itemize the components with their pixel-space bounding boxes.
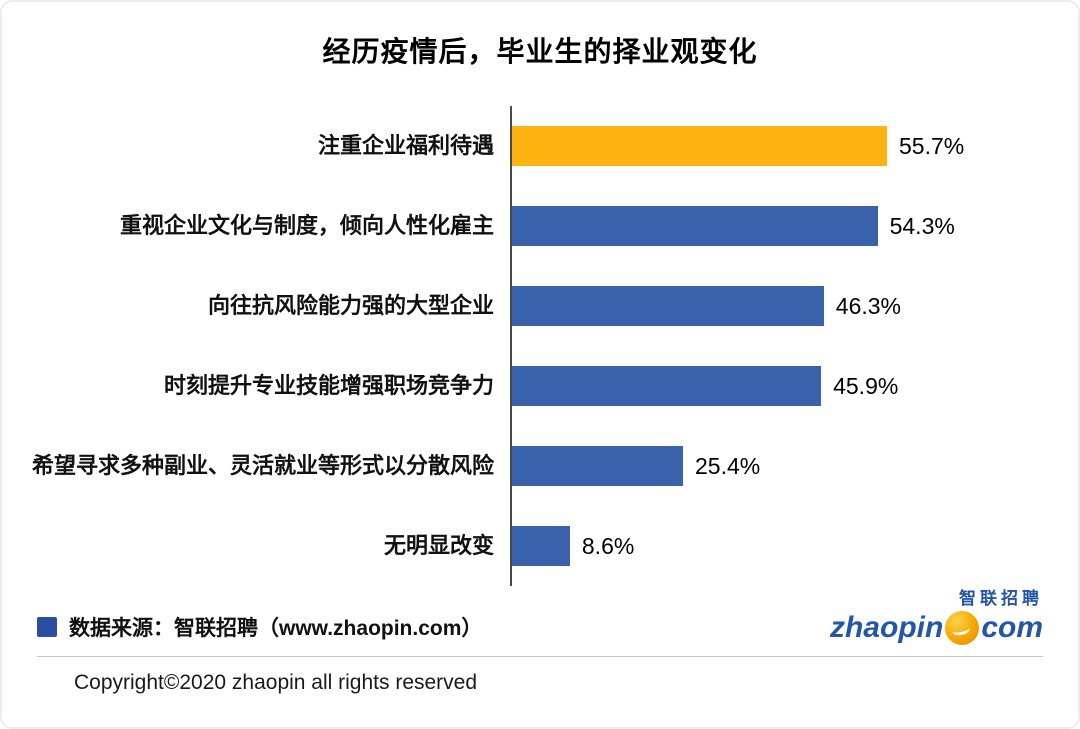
chart-row: 时刻提升专业技能增强职场竞争力 45.9% bbox=[2, 346, 1078, 426]
zhaopin-logo-cn: 智联招聘 bbox=[959, 589, 1043, 608]
bar bbox=[512, 126, 887, 166]
chart-row: 希望寻求多种副业、灵活就业等形式以分散风险 25.4% bbox=[2, 426, 1078, 506]
bar bbox=[512, 286, 824, 326]
zhaopin-logo-word-left: zhaopin bbox=[829, 611, 944, 644]
category-label: 注重企业福利待遇 bbox=[317, 132, 494, 158]
value-label: 55.7% bbox=[899, 132, 965, 159]
category-label: 希望寻求多种副业、灵活就业等形式以分散风险 bbox=[31, 452, 494, 478]
bar-track: 45.9% bbox=[510, 346, 1078, 426]
chart-title: 经历疫情后，毕业生的择业观变化 bbox=[322, 36, 758, 67]
footer-divider bbox=[37, 656, 1043, 657]
category-label: 时刻提升专业技能增强职场竞争力 bbox=[163, 372, 494, 398]
zhaopin-logo-wordmark: zhaopin com bbox=[830, 611, 1043, 645]
source-text: 数据来源：智联招聘（www.zhaopin.com） bbox=[69, 617, 483, 640]
value-label: 8.6% bbox=[581, 532, 635, 559]
chart-row: 无明显改变 8.6% bbox=[2, 506, 1078, 586]
bar-chart: 注重企业福利待遇 55.7% 重视企业文化与制度，倾向人性化雇主 54.3% 向往抗风险… bbox=[2, 106, 1078, 586]
category-label: 向往抗风险能力强的大型企业 bbox=[207, 292, 494, 318]
chart-row: 向往抗风险能力强的大型企业 46.3% bbox=[2, 266, 1078, 346]
value-label: 46.3% bbox=[835, 292, 902, 319]
bar bbox=[512, 526, 570, 566]
value-label: 25.4% bbox=[695, 452, 761, 479]
zhaopin-logo: 智联招聘 zhaopin com bbox=[830, 590, 1043, 645]
category-label: 无明显改变 bbox=[383, 532, 494, 558]
chart-rows: 注重企业福利待遇 55.7% 重视企业文化与制度，倾向人性化雇主 54.3% 向往抗风险… bbox=[2, 106, 1078, 586]
bar-track: 8.6% bbox=[510, 506, 1078, 586]
zhaopin-logo-ball-icon bbox=[945, 611, 980, 645]
chart-row: 注重企业福利待遇 55.7% bbox=[2, 106, 1078, 186]
bar-track: 54.3% bbox=[510, 186, 1078, 266]
bar bbox=[512, 446, 683, 486]
bar-track: 55.7% bbox=[510, 106, 1078, 186]
copyright-text: Copyright©2020 zhaopin all rights reserv… bbox=[74, 671, 478, 694]
category-label: 重视企业文化与制度，倾向人性化雇主 bbox=[119, 212, 494, 238]
bar-track: 25.4% bbox=[510, 426, 1078, 506]
bar bbox=[512, 206, 878, 246]
value-label: 54.3% bbox=[889, 212, 955, 239]
bar-track: 46.3% bbox=[510, 266, 1078, 346]
source-row: 数据来源：智联招聘（www.zhaopin.com） bbox=[37, 612, 1078, 642]
zhaopin-logo-word-right: com bbox=[981, 611, 1043, 644]
source-legend-square bbox=[37, 617, 57, 637]
bar bbox=[512, 366, 822, 406]
value-label: 45.9% bbox=[833, 372, 899, 399]
chart-row: 重视企业文化与制度，倾向人性化雇主 54.3% bbox=[2, 186, 1078, 266]
